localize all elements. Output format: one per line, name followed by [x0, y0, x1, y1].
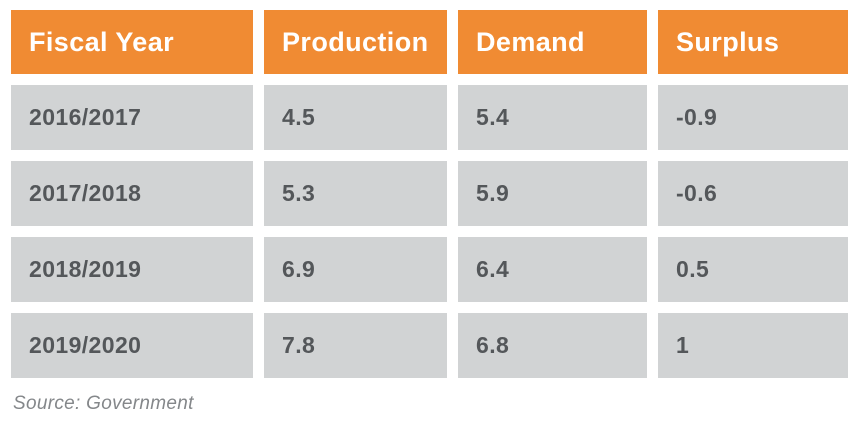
cell-value: 6.8 [476, 332, 510, 358]
column-header-surplus: Surplus [658, 10, 848, 74]
row-3-fiscal-year: 2018/2019 [11, 237, 253, 302]
source-caption: Source: Government [13, 393, 194, 414]
cell-value: 4.5 [282, 104, 316, 130]
row-4-demand: 6.8 [458, 313, 647, 378]
row-2-demand: 5.9 [458, 161, 647, 226]
row-4-fiscal-year: 2019/2020 [11, 313, 253, 378]
cell-value: 6.9 [282, 256, 316, 282]
row-1-surplus: -0.9 [658, 85, 848, 150]
row-2-surplus: -0.6 [658, 161, 848, 226]
column-header-label: Surplus [676, 26, 780, 57]
column-header-label: Fiscal Year [29, 26, 175, 57]
row-1-fiscal-year: 2016/2017 [11, 85, 253, 150]
cell-value: -0.6 [676, 180, 718, 206]
row-2-production: 5.3 [264, 161, 447, 226]
row-4-surplus: 1 [658, 313, 848, 378]
column-header-demand: Demand [458, 10, 647, 74]
row-1-production: 4.5 [264, 85, 447, 150]
cell-value: 7.8 [282, 332, 316, 358]
column-header-fiscal-year: Fiscal Year [11, 10, 253, 74]
cell-value: -0.9 [676, 104, 718, 130]
column-header-label: Demand [476, 26, 585, 57]
cell-value: 2019/2020 [29, 332, 142, 358]
cell-value: 2018/2019 [29, 256, 142, 282]
column-header-label: Production [282, 26, 429, 57]
cell-value: 5.9 [476, 180, 510, 206]
row-1-demand: 5.4 [458, 85, 647, 150]
cell-value: 1 [676, 332, 690, 358]
cell-value: 2016/2017 [29, 104, 142, 130]
row-3-demand: 6.4 [458, 237, 647, 302]
row-3-surplus: 0.5 [658, 237, 848, 302]
row-3-production: 6.9 [264, 237, 447, 302]
cell-value: 0.5 [676, 256, 710, 282]
row-4-production: 7.8 [264, 313, 447, 378]
column-header-production: Production [264, 10, 447, 74]
cell-value: 2017/2018 [29, 180, 142, 206]
cell-value: 5.3 [282, 180, 316, 206]
cell-value: 5.4 [476, 104, 510, 130]
cell-value: 6.4 [476, 256, 510, 282]
data-table: Fiscal Year Production Demand Surplus 20… [11, 10, 848, 378]
row-2-fiscal-year: 2017/2018 [11, 161, 253, 226]
